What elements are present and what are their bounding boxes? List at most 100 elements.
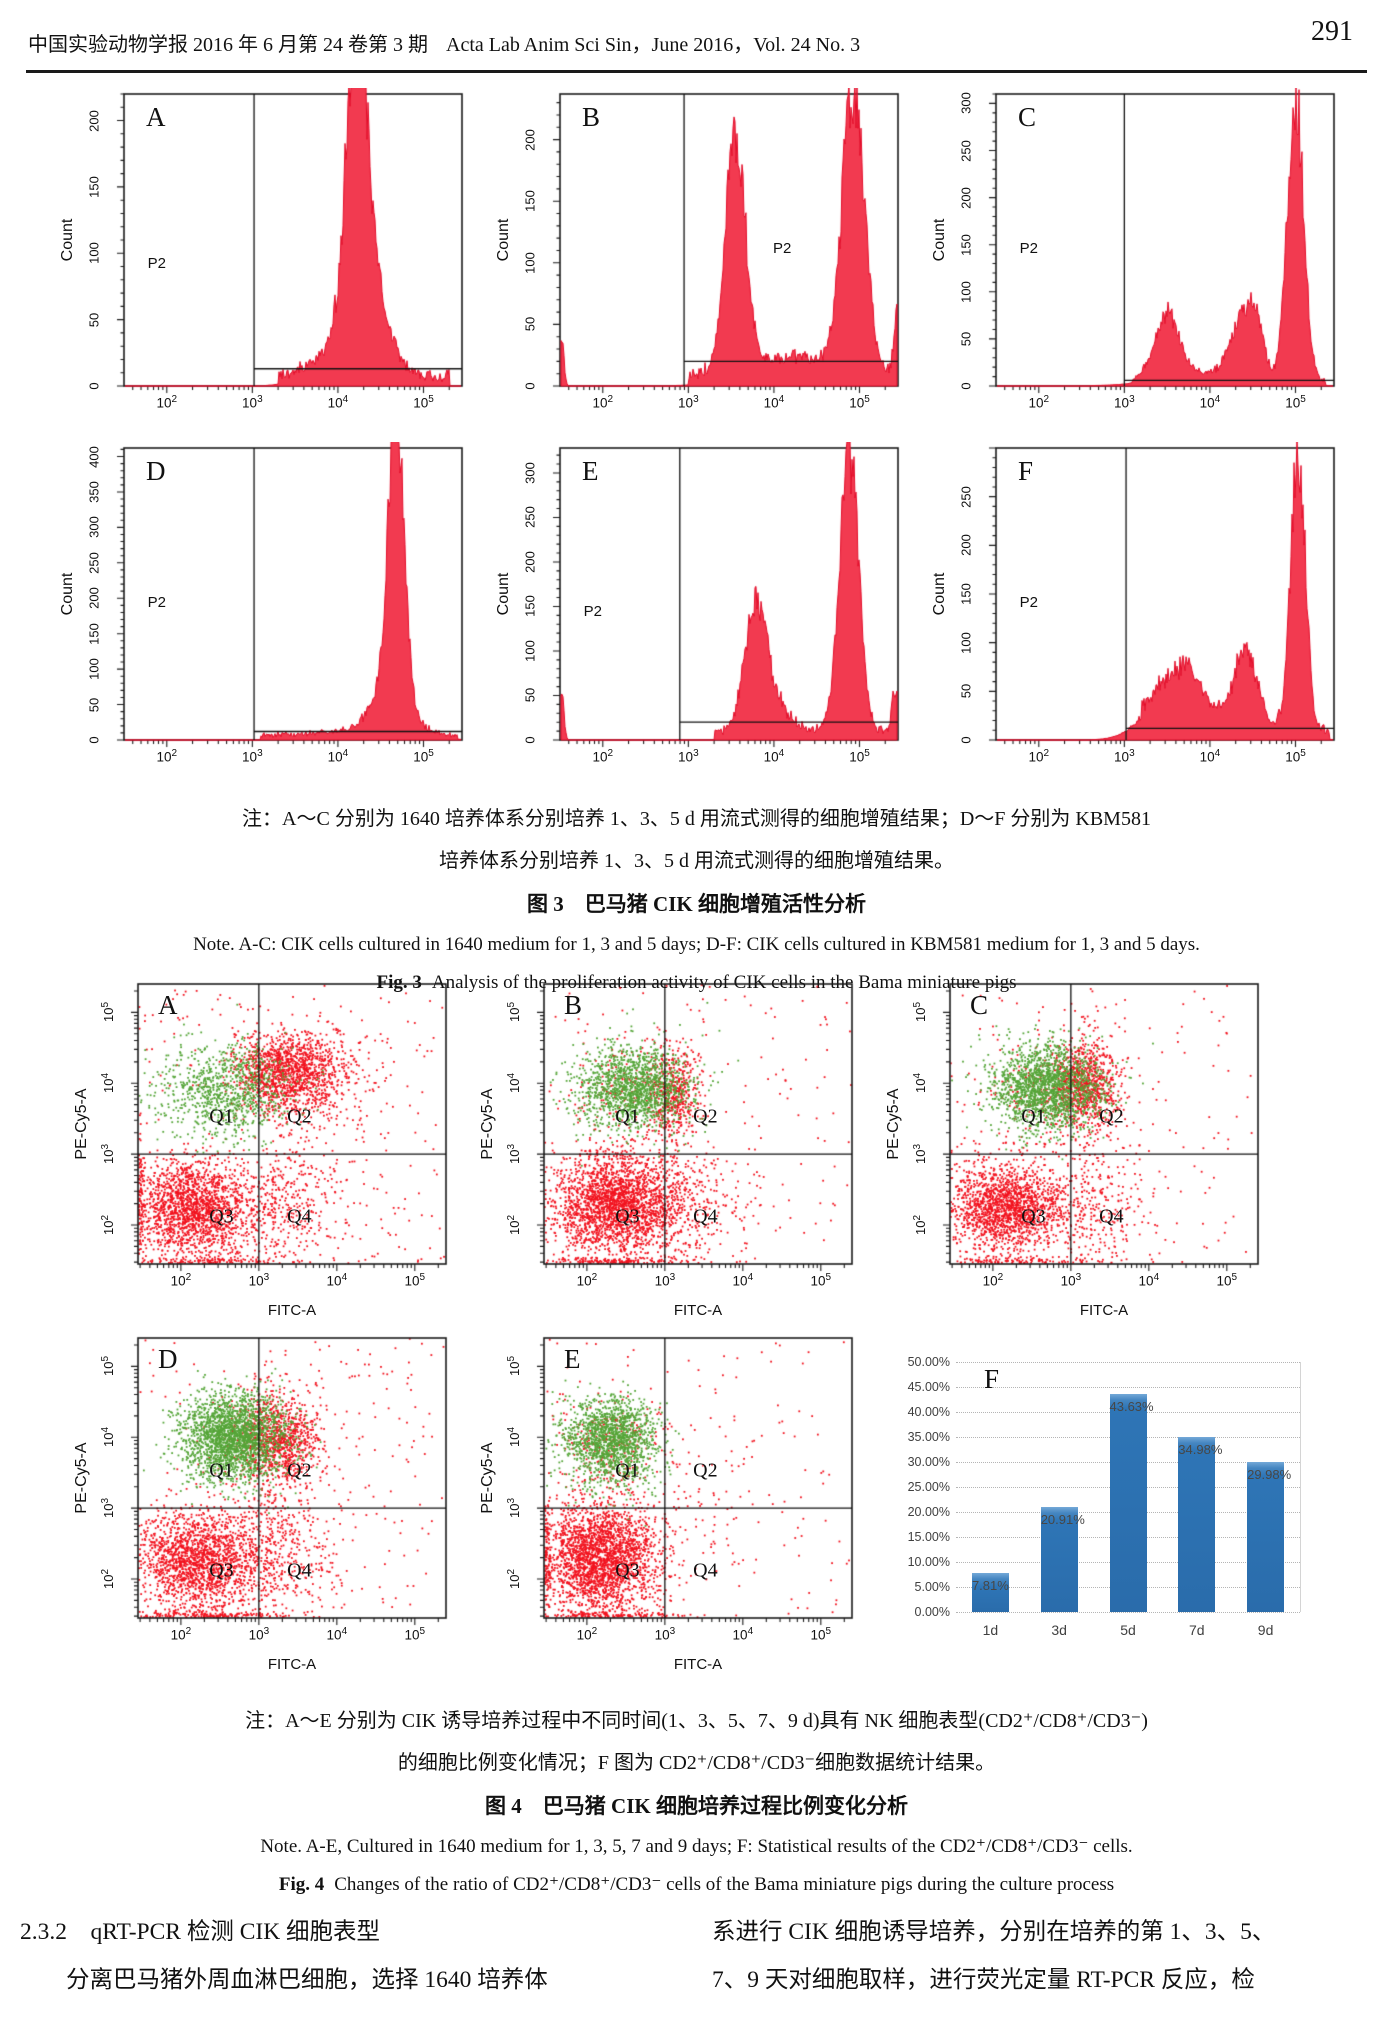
x-tick-label: 103	[242, 394, 263, 411]
quadrant-label-q4: Q4	[1099, 1205, 1124, 1227]
quadrant-label-q3: Q3	[209, 1559, 234, 1581]
y-tick-label: 100	[522, 251, 538, 274]
x-tick-label: 104	[763, 748, 785, 765]
y-tick-label: 50	[958, 684, 974, 699]
bar-category-label: 9d	[1257, 1622, 1274, 1638]
quadrant-label-q2: Q2	[287, 1459, 312, 1482]
quadrant-label-q2: Q2	[693, 1105, 718, 1128]
y-tick-label: 50	[958, 331, 974, 347]
y-axis-label: PE-Cy5-A	[479, 1442, 496, 1514]
x-tick-label: 102	[1028, 394, 1050, 411]
fig4-caption: 注：A～E 分别为 CIK 诱导培养过程中不同时间(1、3、5、7、9 d)具有…	[0, 1700, 1393, 1904]
fig4-panel-D: PE-Cy5-A 102 102 103 103 104 104 105 105 FITC-A Q1…	[72, 1332, 454, 1684]
x-tick-label: 103	[242, 748, 263, 765]
y-tick-label: 0	[522, 736, 538, 744]
x-tick-label: 105	[413, 394, 434, 411]
header-journal-en: Acta Lab Anim Sci Sin，June 2016，Vol. 24 …	[446, 34, 861, 56]
y-tick-label: 200	[958, 534, 974, 557]
y-tick-label: 150	[86, 176, 102, 198]
y-tick-label: 150	[958, 583, 974, 605]
fig4-panel-E: PE-Cy5-A 102 102 103 103 104 104 105 105 FITC-A Q1…	[478, 1332, 860, 1684]
fig4-panel-B: PE-Cy5-A 102 102 103 103 104 104 105 105 FITC-A Q1…	[478, 978, 860, 1330]
x-tick-label: 104	[763, 394, 785, 411]
quadrant-label-q1: Q1	[209, 1459, 234, 1482]
fig4-note-cn-line2: 的细胞比例变化情况；F 图为 CD2⁺/CD8⁺/CD3⁻细胞数据统计结果。	[397, 1752, 996, 1774]
x-axis-label: FITC-A	[267, 1302, 317, 1319]
y-tick-label: 104	[99, 1427, 117, 1448]
quadrant-label-q1: Q1	[615, 1105, 640, 1128]
x-tick-label: 102	[592, 748, 614, 765]
x-tick-label: 103	[654, 1272, 676, 1289]
y-axis-label: PE-Cy5-A	[479, 1088, 496, 1160]
x-axis-label: FITC-A	[673, 1656, 723, 1673]
y-tick-label: 150	[522, 190, 538, 213]
panel-letter-A: A	[158, 990, 178, 1020]
x-tick-label: 104	[732, 1626, 754, 1643]
quadrant-label-q3: Q3	[1021, 1205, 1046, 1227]
quadrant-label-q3: Q3	[615, 1205, 640, 1227]
x-tick-label: 103	[1114, 748, 1135, 765]
quadrant-label-q4: Q4	[287, 1205, 312, 1227]
panel-letter-E: E	[582, 456, 599, 486]
quadrant-label-q3: Q3	[615, 1559, 640, 1581]
bar-y-tick-label: 30.00%	[907, 1455, 950, 1469]
x-tick-label: 102	[170, 1272, 192, 1289]
x-tick-label: 103	[1114, 394, 1135, 411]
y-axis-label: Count	[59, 572, 76, 616]
panel-letter-C: C	[970, 990, 989, 1020]
y-tick-label: 102	[99, 1214, 117, 1236]
bar-value-label: 29.98%	[1247, 1467, 1292, 1483]
panel-letter-E: E	[564, 1344, 581, 1374]
y-tick-label: 104	[505, 1427, 523, 1448]
fig4-row-1: PE-Cy5-A 102 102 103 103 104 104 105 105 FITC-A Q1…	[72, 978, 1266, 1330]
bar-y-tick-label: 5.00%	[914, 1580, 950, 1594]
x-tick-label: 104	[732, 1272, 754, 1289]
y-tick-label: 200	[522, 128, 538, 151]
x-tick-label: 103	[248, 1626, 270, 1643]
histogram-canvas-A	[110, 88, 470, 408]
x-tick-label: 105	[810, 1272, 832, 1289]
fig3-row-1: Count 0 50 100 150 200 102 103 104 105 A P2 Count 0 50…	[58, 88, 1342, 438]
x-tick-label: 102	[1028, 748, 1050, 765]
gridline	[956, 1387, 1300, 1388]
fig3-panel-E: Count 0 50 100 150 200 250 300 102 103 104 105 E P2	[494, 442, 906, 792]
bar-value-label: 34.98%	[1178, 1442, 1223, 1458]
y-tick-label: 104	[911, 1073, 929, 1094]
y-tick-label: 104	[99, 1073, 117, 1094]
y-tick-label: 0	[958, 736, 974, 744]
x-tick-label: 105	[1285, 748, 1306, 765]
x-tick-label: 105	[404, 1272, 426, 1289]
bar-value-label: 20.91%	[1040, 1512, 1085, 1528]
header-journal-text: 中国实验动物学报 2016 年 6 月第 24 卷第 3 期 Acta Lab A…	[28, 28, 860, 57]
fig3-note-en: Note. A-C: CIK cells cultured in 1640 me…	[193, 934, 1200, 955]
y-tick-label: 150	[86, 622, 102, 645]
bar-category-label: 5d	[1120, 1622, 1136, 1638]
gate-label-p2: P2	[1019, 240, 1039, 257]
bar-y-tick-label: 20.00%	[907, 1505, 950, 1519]
histogram-canvas-C	[982, 88, 1342, 408]
x-axis-label: FITC-A	[1079, 1302, 1129, 1319]
bar-3d: 20.91%	[1040, 1507, 1085, 1612]
quadrant-label-q2: Q2	[287, 1105, 312, 1128]
y-tick-label: 300	[522, 462, 538, 484]
fig3-panel-D: Count 0 50 100 150 200 250 300 350 400 102 103 104 10…	[58, 442, 470, 792]
x-tick-label: 104	[1199, 748, 1221, 765]
y-tick-label: 100	[86, 658, 102, 680]
y-axis-label: Count	[495, 572, 512, 616]
bar-y-tick-label: 15.00%	[907, 1530, 950, 1544]
y-tick-label: 105	[99, 1002, 117, 1023]
quadrant-label-q4: Q4	[693, 1205, 718, 1227]
fig3-caption: 注：A～C 分别为 1640 培养体系分别培养 1、3、5 d 用流式测得的细胞…	[0, 798, 1393, 1002]
y-tick-label: 102	[505, 1568, 523, 1590]
y-tick-label: 0	[522, 382, 538, 390]
scatter-canvas-E	[530, 1332, 860, 1632]
histogram-canvas-D	[110, 442, 470, 762]
fig4-title-en-rest: Changes of the ratio of CD2⁺/CD8⁺/CD3⁻ c…	[334, 1874, 1115, 1895]
panel-letter-D: D	[158, 1344, 178, 1374]
histogram-canvas-E	[546, 442, 906, 762]
y-axis-label: Count	[931, 572, 948, 616]
gate-label-p2: P2	[583, 602, 603, 620]
y-tick-label: 350	[86, 481, 102, 503]
y-tick-label: 300	[86, 516, 102, 539]
